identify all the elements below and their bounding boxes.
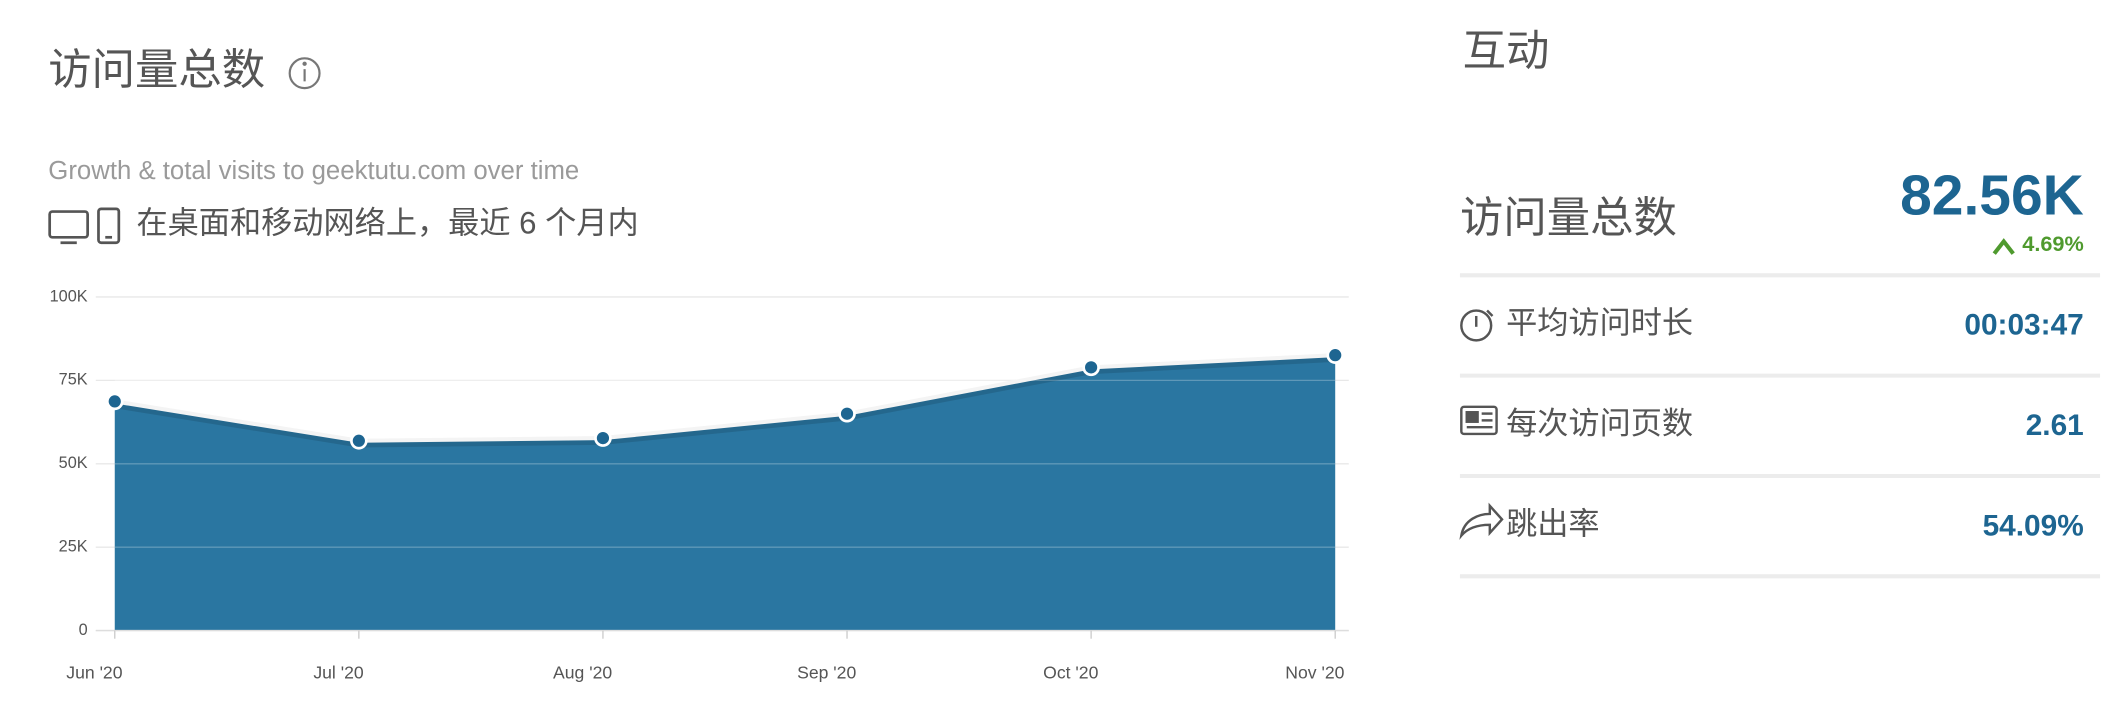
y-tick-label: 50K: [59, 454, 88, 472]
line: [114, 353, 1336, 443]
point: [105, 392, 124, 411]
point: [350, 431, 368, 450]
point: [1326, 346, 1345, 364]
area: [114, 355, 1336, 631]
x-tick-label: Jun '20: [66, 663, 122, 683]
info-icon[interactable]: [288, 57, 321, 90]
headline-value: 82.56K: [1900, 163, 2084, 227]
x-tick-label: Aug '20: [553, 663, 612, 683]
x-tick-label: Nov '20: [1285, 663, 1344, 683]
chart-description: 在桌面和移动网络上，最近 6 个月内: [136, 205, 638, 240]
y-tick-label: 75K: [59, 371, 88, 389]
line-shadow: [114, 353, 1336, 448]
headline-change: 4.69%: [2022, 231, 2084, 256]
metric-label: 跳出率: [1506, 506, 1600, 541]
metric-label: 平均访问时长: [1506, 306, 1693, 341]
y-tick-label: 25K: [59, 537, 88, 555]
device-icons: [48, 207, 121, 245]
metric-value: 00:03:47: [1964, 309, 2083, 342]
dividers: [1459, 273, 2101, 579]
point: [594, 429, 612, 447]
x-tick-label: Sep '20: [797, 663, 856, 683]
chart-subtitle: Growth & total visits to geektutu.com ov…: [48, 157, 579, 185]
panel-title: 互动: [1463, 28, 1550, 76]
metric-value: 2.61: [2026, 409, 2084, 442]
x-tick-label: Oct '20: [1043, 663, 1098, 683]
x-tick-label: Jul '20: [313, 663, 364, 683]
metric-value: 54.09%: [1983, 509, 2084, 542]
headline-label: 访问量总数: [1460, 195, 1677, 243]
y-tick-label: 100K: [50, 287, 88, 305]
metric-label: 每次访问页数: [1506, 406, 1693, 441]
chart-title: 访问量总数: [48, 47, 265, 95]
up-arrow: [1992, 238, 2015, 255]
y-tick-label: 0: [79, 621, 88, 639]
point: [1082, 358, 1100, 377]
point: [838, 404, 856, 423]
metric-icons: [1459, 309, 1504, 540]
